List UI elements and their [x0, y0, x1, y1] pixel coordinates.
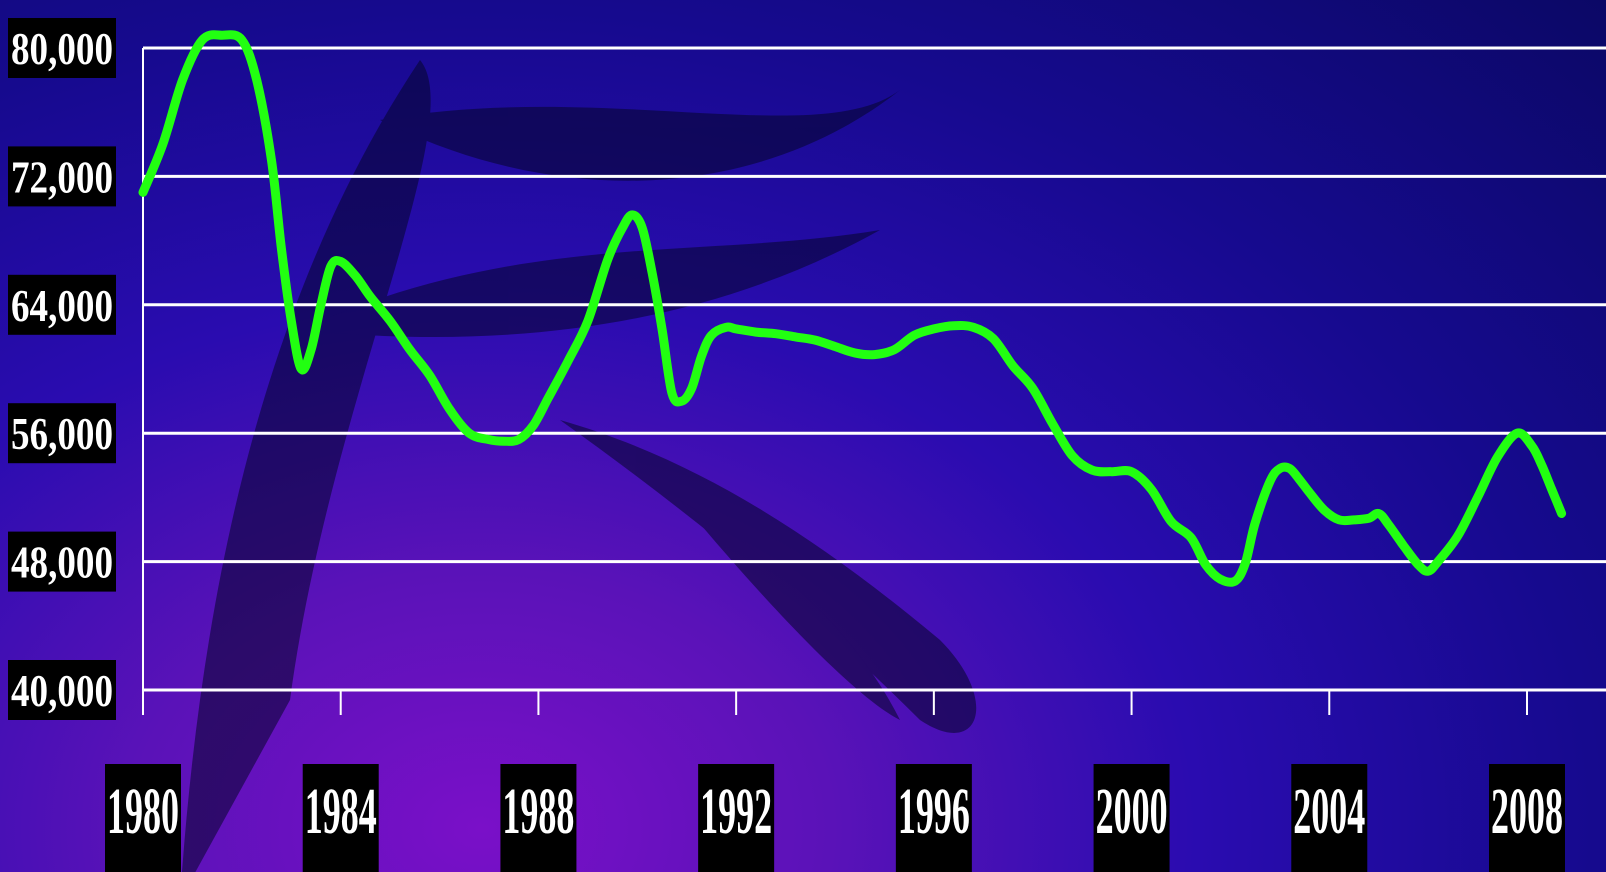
- background-foliage: [181, 60, 977, 872]
- x-tick-label-bg: [1489, 764, 1565, 872]
- x-tick-7: 2008: [1489, 764, 1565, 872]
- x-tick-5: 2000: [1093, 764, 1170, 872]
- x-tick-label-bg: [500, 764, 577, 872]
- x-tick-label: 1992: [700, 775, 772, 848]
- x-tick-label-bg: [1093, 764, 1170, 872]
- y-tick-1: 48,000: [8, 531, 116, 592]
- x-tick-label: 2000: [1096, 775, 1168, 848]
- y-tick-3: 64,000: [8, 274, 116, 335]
- x-tick-label-bg: [105, 764, 181, 872]
- x-tick-0: 1980: [105, 764, 181, 872]
- x-tick-6: 2004: [1291, 764, 1368, 872]
- x-axis: 1980 1984 1988 1992 1996 2000 2004 2008: [105, 690, 1565, 872]
- y-tick-label: 64,000: [11, 280, 113, 331]
- x-tick-3: 1992: [698, 764, 775, 872]
- y-tick-label-bg: [8, 274, 116, 335]
- series-line-0: [138, 30, 1567, 587]
- y-tick-label: 56,000: [11, 408, 113, 459]
- x-tick-label: 2008: [1491, 775, 1563, 848]
- x-tick-label-bg: [1291, 764, 1368, 872]
- x-tick-label: 1988: [502, 775, 574, 848]
- x-tick-1: 1984: [302, 764, 379, 872]
- x-tick-label: 1984: [305, 775, 377, 848]
- gridlines: [143, 46, 1606, 692]
- y-tick-label: 48,000: [11, 537, 113, 588]
- x-tick-label: 1980: [107, 775, 179, 848]
- x-tick-label: 1996: [898, 775, 970, 848]
- x-tick-label: 2004: [1293, 775, 1365, 848]
- y-tick-4: 72,000: [8, 146, 116, 207]
- x-tick-label-bg: [698, 764, 775, 872]
- y-tick-2: 56,000: [8, 403, 116, 464]
- y-tick-label: 40,000: [11, 665, 113, 716]
- y-tick-0: 40,000: [8, 660, 116, 720]
- y-tick-label-bg: [8, 660, 116, 720]
- y-tick-label-bg: [8, 403, 116, 464]
- y-tick-5: 80,000: [8, 18, 116, 78]
- series-layer: [138, 30, 1567, 587]
- y-tick-label-bg: [8, 531, 116, 592]
- y-tick-label: 72,000: [11, 151, 113, 202]
- y-axis: 40,000 48,000 56,000 64,000 72,000 80,000: [8, 18, 144, 720]
- x-tick-4: 1996: [895, 764, 972, 872]
- y-tick-label-bg: [8, 18, 116, 78]
- x-tick-2: 1988: [500, 764, 577, 872]
- x-tick-label-bg: [302, 764, 379, 872]
- y-tick-label-bg: [8, 146, 116, 207]
- y-tick-label: 80,000: [11, 23, 113, 74]
- x-tick-label-bg: [895, 764, 972, 872]
